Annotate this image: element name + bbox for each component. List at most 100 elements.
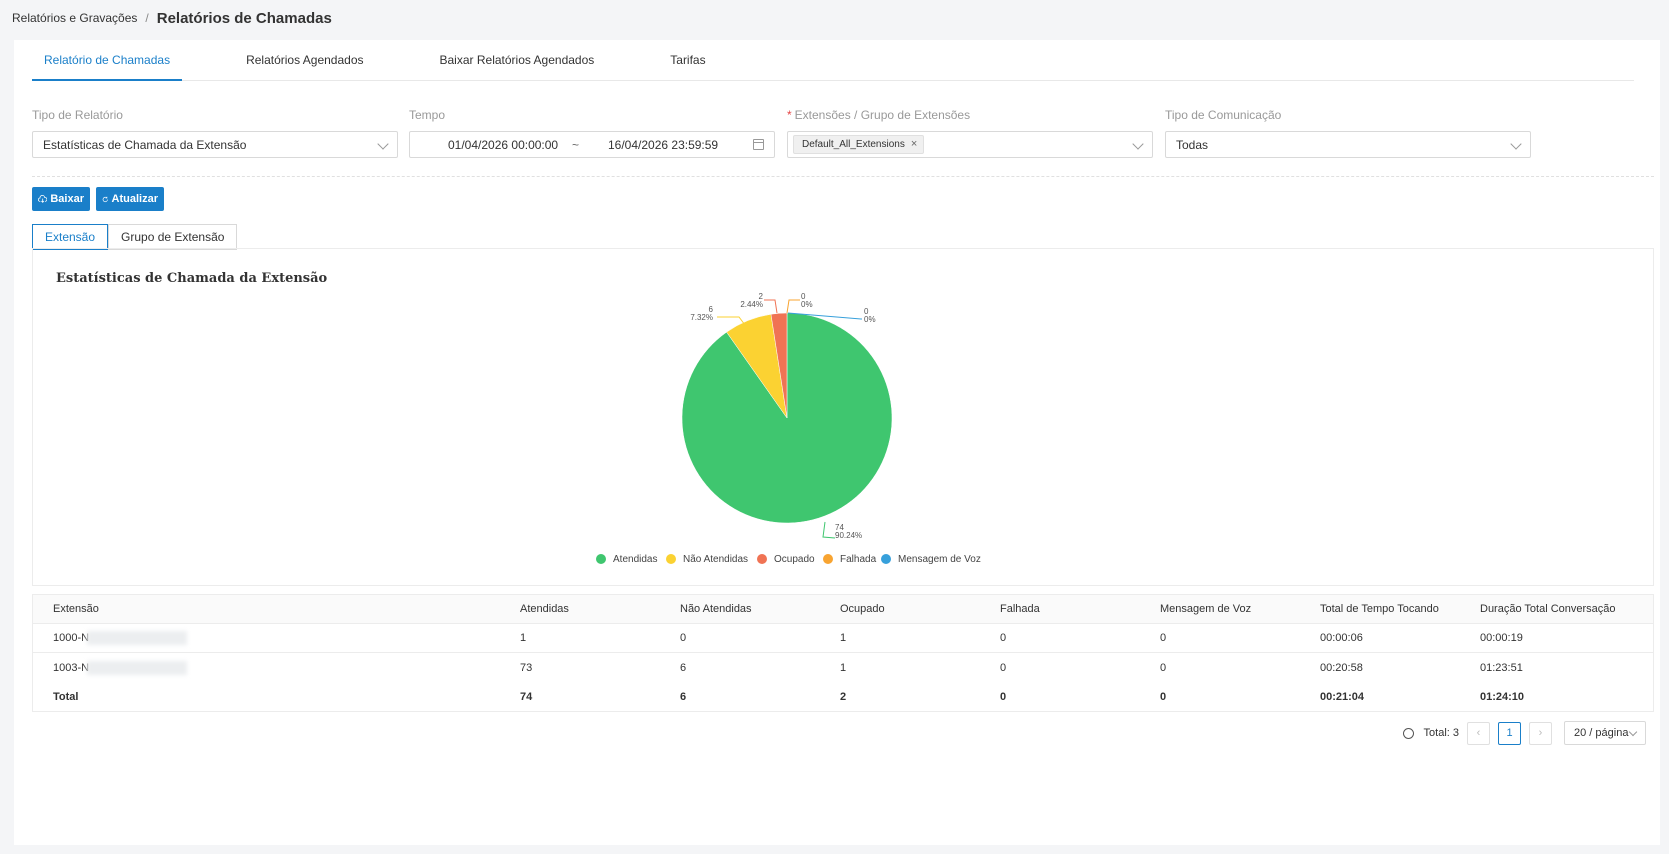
total-cell: 2 [840,690,847,703]
page-size-value: 20 / página [1574,727,1629,739]
data-label-value: 6 [709,305,714,314]
column-header[interactable]: Total de Tempo Tocando [1320,603,1439,615]
page-size-select[interactable]: 20 / página [1564,721,1646,745]
divider [32,176,1654,177]
report-type-value: Estatísticas de Chamada da Extensão [43,137,247,152]
table-cell: 1003-N [33,660,500,675]
table-cell: 0 [1000,632,1007,644]
report-type-select[interactable]: Estatísticas de Chamada da Extensão [32,131,398,158]
table-cell: 0 [1160,661,1167,674]
required-mark: * [787,108,792,122]
tab-rates[interactable]: Tarifas [670,53,706,67]
start-time-input[interactable]: 01/04/2026 00:00:00 [448,137,559,152]
total-cell: 01:24:10 [1480,690,1525,703]
calendar-icon [753,139,764,150]
label-leader-line [787,312,862,320]
tab-extension[interactable]: Extensão [32,224,109,250]
main-panel: Relatório de Chamadas Relatórios Agendad… [14,40,1660,845]
download-label: Baixar [50,193,84,205]
legend-marker [881,554,891,564]
table-cell: 0 [1000,661,1007,674]
extension-tag-label: Default_All_Extensions [802,139,905,150]
refresh-button[interactable]: Atualizar [96,187,164,211]
tab-scheduled-reports[interactable]: Relatórios Agendados [246,53,364,67]
time-range-picker[interactable]: 01/04/2026 00:00:00 ~ 16/04/2026 23:59:5… [409,131,775,158]
legend-label: Não Atendidas [683,554,748,565]
table-cell: 1000-N [33,631,500,645]
refresh-icon [102,196,108,202]
time-filter: Tempo 01/04/2026 00:00:00 ~ 16/04/2026 2… [409,107,775,158]
tab-download-scheduled-reports[interactable]: Baixar Relatórios Agendados [439,53,595,67]
data-label-percent: 2.44% [740,300,763,309]
chevron-down-icon [377,138,389,150]
column-header[interactable]: Não Atendidas [680,603,752,615]
total-cell: 0 [1160,690,1167,703]
total-cell: 00:21:04 [1320,690,1365,703]
data-label-percent: 0% [801,300,813,309]
legend-label: Falhada [840,554,877,565]
table-cell: 01:23:51 [1480,661,1523,674]
data-label-percent: 90.24% [835,531,862,540]
redacted-name [87,631,188,645]
page-1-button[interactable]: 1 [1498,721,1521,745]
breadcrumb: Relatórios e Gravações / Relatórios de C… [12,8,332,28]
tab-call-report[interactable]: Relatório de Chamadas [32,40,183,81]
label-leader-line [786,299,800,314]
pagination-total: Total: 3 [1423,727,1459,739]
time-label: Tempo [409,108,446,122]
stats-table: Extensão Atendidas Não Atendidas Ocupado Fal… [32,594,1654,712]
total-cell: Total [53,690,79,703]
next-page-button[interactable]: › [1529,721,1552,745]
table-total-row: Total 74 6 2 0 0 00:21:04 01:24:10 [33,682,1653,711]
report-type-filter: Tipo de Relatório Estatísticas de Chamad… [32,107,398,158]
data-label-value: 74 [835,523,844,532]
table-cell: 1 [840,661,847,674]
chevron-down-icon [1132,138,1144,150]
communication-type-value: Todas [1176,137,1209,152]
legend-marker [666,554,676,564]
extensions-label: * Extensões / Grupo de Extensões [787,108,971,122]
column-header[interactable]: Falhada [1000,603,1040,615]
table-body: 1000-N 1 0 1 0 0 00:00:06 00:00:19 1003-N 73 6 1 0 0 0… [33,624,1653,682]
table-cell: 6 [680,661,687,674]
chart-container: Estatísticas de Chamada da Extensão 74 90… [32,248,1654,586]
column-header[interactable]: Atendidas [520,603,569,615]
extension-tag: Default_All_Extensions × [793,135,925,154]
data-label-value: 2 [759,292,764,301]
data-label-percent: 0% [864,315,876,324]
table-cell: 1 [840,632,847,644]
chevron-down-icon [1628,727,1638,737]
extensions-select[interactable]: Default_All_Extensions × [787,131,1153,158]
legend-label: Atendidas [613,554,657,565]
breadcrumb-parent[interactable]: Relatórios e Gravações [12,11,138,25]
label-leader-line [822,521,836,539]
prev-page-button[interactable]: ‹ [1467,721,1490,745]
column-header[interactable]: Ocupado [840,603,885,615]
filter-bar: Tipo de Relatório Estatísticas de Chamad… [32,107,1654,177]
chevron-down-icon [1510,138,1522,150]
report-tabs: Relatório de Chamadas Relatórios Agendad… [32,40,1634,81]
tag-close-icon[interactable]: × [910,138,918,150]
table-cell: 0 [1160,632,1167,644]
chart-title: Estatísticas de Chamada da Extensão [56,271,328,286]
communication-type-label: Tipo de Comunicação [1165,108,1282,122]
download-button[interactable]: Baixar [32,187,90,211]
table-row: 1000-N 1 0 1 0 0 00:00:06 00:00:19 [33,624,1653,653]
data-label-value: 0 [801,292,806,301]
refresh-label: Atualizar [111,193,158,205]
page-title: Relatórios de Chamadas [156,9,332,27]
column-header[interactable]: Duração Total Conversação [1480,603,1616,615]
communication-type-select[interactable]: Todas [1165,131,1531,158]
communication-type-filter: Tipo de Comunicação Todas [1165,107,1531,158]
extensions-filter: * Extensões / Grupo de Extensões Default_… [787,107,1153,158]
table-cell: 0 [680,632,687,644]
total-cell: 74 [520,690,533,703]
column-header[interactable]: Mensagem de Voz [1160,603,1252,615]
column-header[interactable]: Extensão [53,603,99,615]
time-range-separator: ~ [572,137,580,152]
tab-extension-group[interactable]: Grupo de Extensão [108,224,238,250]
table-cell: 00:00:19 [1480,632,1523,644]
end-time-input[interactable]: 16/04/2026 23:59:59 [608,137,719,152]
legend-label: Ocupado [774,554,815,565]
